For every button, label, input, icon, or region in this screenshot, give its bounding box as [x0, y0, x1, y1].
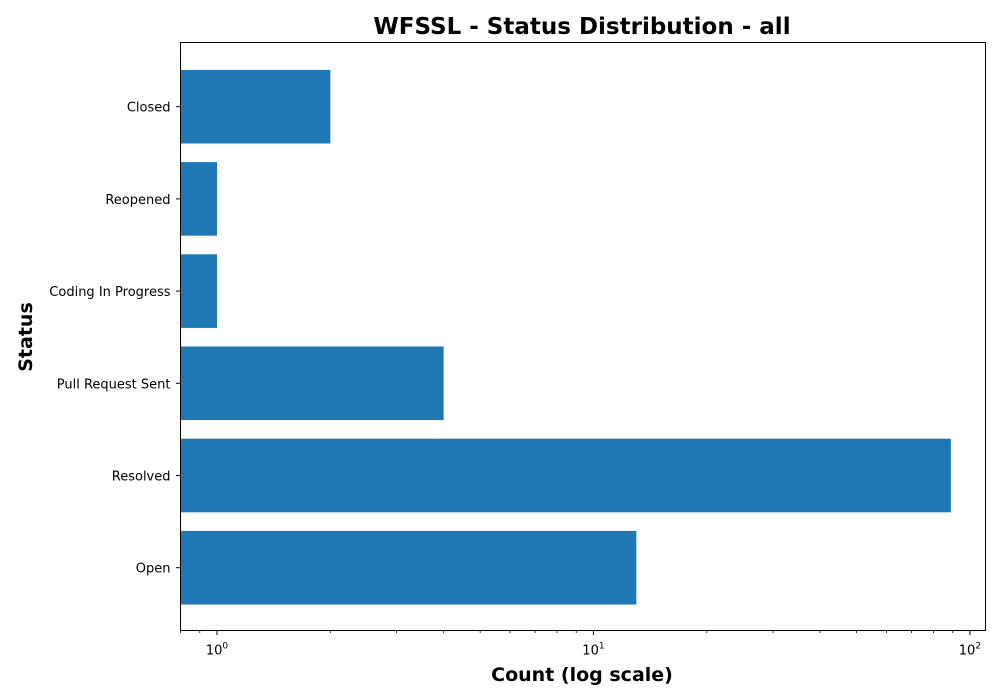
y-tick-label-resolved: Resolved	[112, 470, 171, 485]
y-tick-label-open: Open	[136, 562, 171, 577]
x-tick-label-10: 101	[582, 642, 604, 659]
x-tick-label-1: 100	[206, 642, 229, 659]
y-tick-label-pull-request-sent: Pull Request Sent	[57, 377, 171, 392]
plot-frame	[180, 42, 986, 631]
chart-title: WFSSL - Status Distribution - all	[373, 14, 790, 40]
y-axis-label: Status	[15, 302, 37, 372]
x-tick-label-100: 102	[959, 642, 981, 659]
bar-open	[180, 530, 637, 605]
y-tick-label-reopened: Reopened	[105, 193, 170, 208]
bar-coding-in-progress	[180, 254, 217, 328]
bar-resolved	[180, 438, 951, 513]
bars	[180, 69, 951, 605]
bar-closed	[180, 69, 331, 144]
x-axis-label: Count (log scale)	[491, 664, 673, 686]
bar-reopened	[180, 162, 217, 236]
bar-pull-request-sent	[180, 346, 444, 421]
y-tick-label-coding-in-progress: Coding In Progress	[49, 285, 170, 300]
y-tick-label-closed: Closed	[127, 101, 171, 116]
axis-ticks: Open Resolved Pull Request Sent Coding In P…	[49, 101, 981, 659]
